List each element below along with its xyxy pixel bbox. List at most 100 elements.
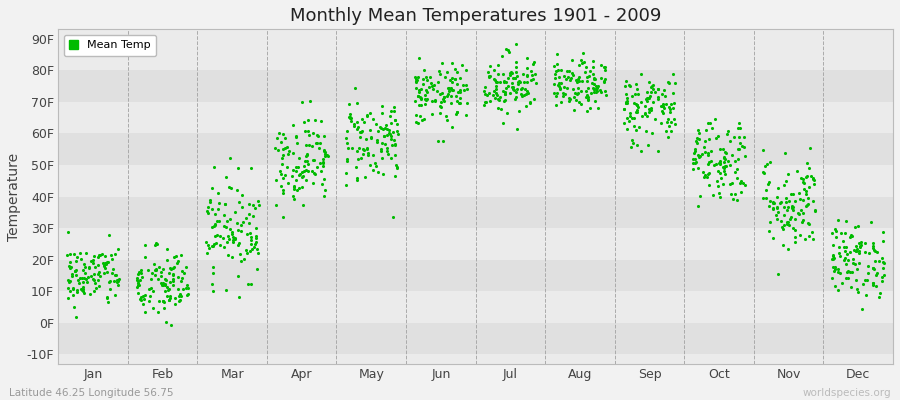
Point xyxy=(166,271,180,277)
Point xyxy=(156,282,170,288)
Point xyxy=(177,270,192,277)
Point xyxy=(691,130,706,136)
Point xyxy=(852,260,867,266)
Point xyxy=(850,286,864,292)
Point xyxy=(580,108,594,114)
Point xyxy=(500,75,515,82)
Point xyxy=(799,190,814,197)
Point xyxy=(825,253,840,259)
Point xyxy=(81,274,95,281)
Point xyxy=(580,74,594,80)
Point xyxy=(294,174,309,180)
Point xyxy=(275,151,290,158)
Point xyxy=(802,233,816,240)
Point xyxy=(866,265,880,271)
Point xyxy=(163,279,177,285)
Point xyxy=(162,297,176,304)
Point xyxy=(131,269,146,275)
Point xyxy=(734,178,748,185)
Point xyxy=(148,266,163,272)
Point xyxy=(700,149,715,156)
Point xyxy=(138,254,152,261)
Point xyxy=(69,287,84,293)
Point xyxy=(433,91,447,98)
Point xyxy=(391,131,405,137)
Point xyxy=(234,228,248,234)
Point xyxy=(231,294,246,300)
Point xyxy=(351,155,365,162)
Point xyxy=(617,106,632,112)
Point xyxy=(69,267,84,273)
Point xyxy=(568,77,582,83)
Point xyxy=(100,258,114,265)
Point xyxy=(850,248,864,254)
Point xyxy=(292,171,307,178)
Point xyxy=(301,128,315,134)
Point xyxy=(845,269,859,276)
Point xyxy=(226,236,240,243)
Point xyxy=(495,52,509,59)
Point xyxy=(448,93,463,100)
Point xyxy=(212,206,226,212)
Point xyxy=(515,93,529,100)
Point xyxy=(581,94,596,100)
Point xyxy=(443,77,457,84)
Point xyxy=(176,275,190,282)
Point xyxy=(86,260,100,266)
Point xyxy=(181,291,195,298)
Point xyxy=(217,212,231,218)
Point xyxy=(656,86,670,93)
Legend: Mean Temp: Mean Temp xyxy=(64,35,157,56)
Point xyxy=(785,203,799,210)
Point xyxy=(425,110,439,117)
Point xyxy=(105,256,120,262)
Point xyxy=(276,131,291,138)
Point xyxy=(421,84,436,90)
Point xyxy=(409,78,423,85)
Point xyxy=(784,204,798,211)
Point xyxy=(840,269,854,275)
Point xyxy=(504,69,518,75)
Point xyxy=(556,72,571,79)
Point xyxy=(91,254,105,260)
Point xyxy=(91,262,105,268)
Point xyxy=(699,126,714,133)
Point xyxy=(387,104,401,110)
Point xyxy=(490,79,504,85)
Point xyxy=(489,83,503,90)
Point xyxy=(445,60,459,66)
Point xyxy=(825,263,840,270)
Point xyxy=(667,121,681,127)
Point xyxy=(383,131,398,138)
Point xyxy=(850,246,865,252)
Point xyxy=(106,278,121,284)
Point xyxy=(713,146,727,152)
Point xyxy=(723,138,737,144)
Point xyxy=(370,139,384,146)
Bar xyxy=(58,70,893,102)
Point xyxy=(244,236,258,243)
Point xyxy=(864,219,878,226)
Point xyxy=(619,91,634,98)
Point xyxy=(777,222,791,228)
Point xyxy=(88,280,103,286)
Point xyxy=(416,76,430,82)
Point xyxy=(508,89,523,95)
Point xyxy=(433,103,447,109)
Point xyxy=(374,140,389,147)
Point xyxy=(374,148,389,154)
Point xyxy=(228,234,242,241)
Point xyxy=(388,173,402,179)
Point xyxy=(689,134,704,141)
Point xyxy=(667,100,681,106)
Point xyxy=(554,67,569,73)
Point xyxy=(788,226,803,233)
Point xyxy=(248,205,262,211)
Point xyxy=(62,251,77,257)
Point xyxy=(376,133,391,139)
Point xyxy=(411,54,426,61)
Point xyxy=(423,74,437,80)
Point xyxy=(428,96,443,103)
Point xyxy=(630,109,644,115)
Point xyxy=(598,88,613,94)
